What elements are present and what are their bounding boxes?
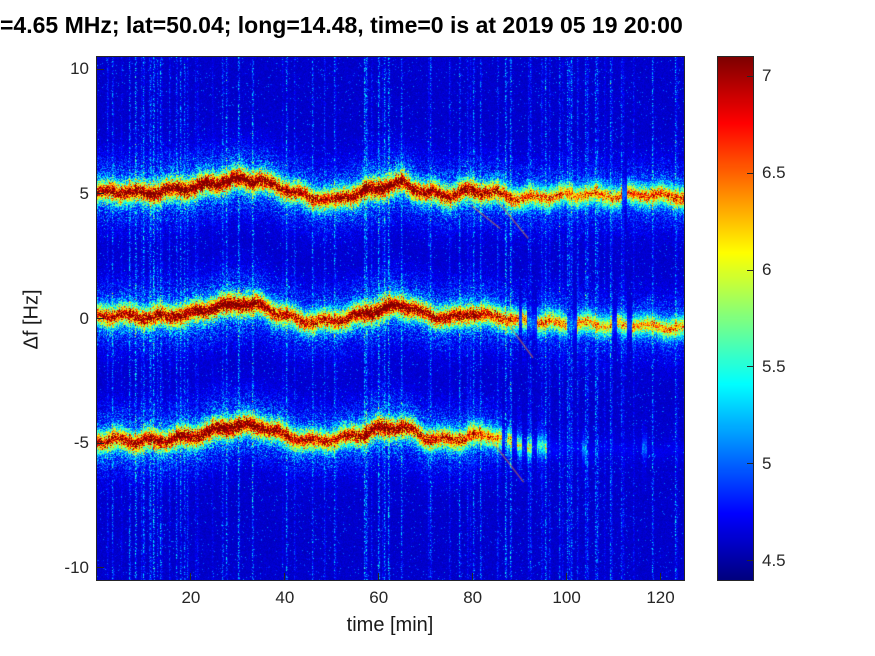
y-tick-mark [97, 193, 104, 195]
colorbar-tick-mark [747, 269, 753, 271]
colorbar-tick-label: 6.5 [762, 163, 786, 183]
colorbar-canvas [718, 57, 753, 580]
x-tick-mark [378, 573, 380, 580]
x-tick-mark [284, 573, 286, 580]
y-tick-label: 5 [79, 183, 89, 203]
x-tick-label: 60 [369, 588, 389, 607]
colorbar-tick-mark [747, 75, 753, 77]
plot-frame [96, 56, 685, 581]
colorbar-tick-label: 7 [762, 66, 772, 86]
y-tick-label: -5 [73, 433, 89, 453]
colorbar-tick-label: 6 [762, 260, 772, 280]
colorbar-tick-mark [747, 560, 753, 562]
y-tick-mark [97, 442, 104, 444]
colorbar-tick-label: 5.5 [762, 356, 786, 376]
x-tick-mark [566, 573, 568, 580]
colorbar-tick-label: 5 [762, 453, 772, 473]
spectrogram-canvas [97, 57, 684, 580]
colorbar-tick-mark [747, 172, 753, 174]
colorbar-tick-mark [747, 366, 753, 368]
y-tick-label: 10 [70, 59, 89, 79]
x-tick-mark [472, 573, 474, 580]
y-tick-mark [97, 567, 104, 569]
x-axis-label: time [min] [346, 614, 434, 636]
y-tick-mark [97, 68, 104, 70]
chart-title: =4.65 MHz; lat=50.04; long=14.48, time=0… [0, 12, 683, 38]
y-tick-mark [97, 318, 104, 319]
colorbar-tick-label: 4.5 [762, 550, 786, 570]
x-tick-label: 120 [646, 588, 675, 607]
x-tick-label: 20 [181, 588, 201, 607]
x-tick-mark [190, 573, 192, 580]
x-tick-mark [660, 573, 662, 580]
x-tick-label: 40 [275, 588, 295, 607]
x-tick-label: 80 [463, 588, 483, 607]
x-tick-label: 100 [552, 588, 581, 607]
colorbar-frame [717, 56, 754, 581]
y-tick-label: 0 [79, 308, 89, 328]
colorbar-tick-mark [747, 463, 753, 465]
y-axis-label: Δf [Hz] [20, 289, 43, 350]
y-tick-label: -10 [64, 557, 89, 577]
